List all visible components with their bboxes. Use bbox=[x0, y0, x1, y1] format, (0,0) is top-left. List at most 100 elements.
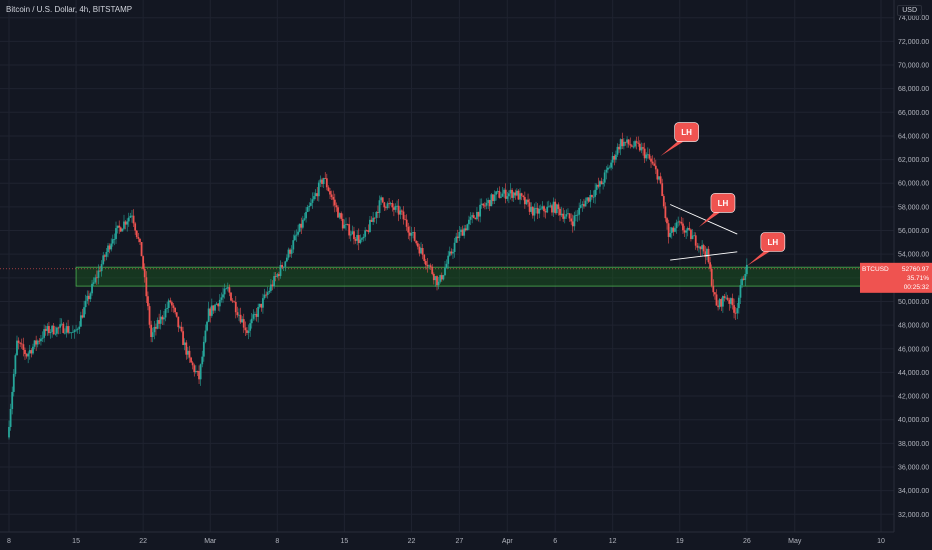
candle-body bbox=[333, 199, 336, 206]
candle-body bbox=[127, 217, 130, 222]
candle-body bbox=[174, 307, 176, 313]
candle-body bbox=[118, 225, 121, 228]
candle-body bbox=[190, 357, 192, 363]
candle-body bbox=[629, 144, 632, 146]
candle-body bbox=[348, 224, 351, 236]
callout-pointer bbox=[660, 141, 684, 157]
candle-body bbox=[646, 154, 649, 156]
candle-body bbox=[147, 296, 149, 307]
candle-body bbox=[507, 193, 510, 197]
candle-body bbox=[480, 203, 483, 205]
candle-body bbox=[726, 297, 729, 300]
candle-body bbox=[669, 233, 672, 237]
candle-body bbox=[105, 251, 108, 257]
candle-body bbox=[327, 187, 330, 192]
candle-body bbox=[702, 245, 705, 252]
candle-body bbox=[295, 234, 298, 236]
candle-body bbox=[99, 270, 101, 272]
support-zone bbox=[75, 266, 872, 287]
candle-body bbox=[423, 254, 426, 262]
candle-body bbox=[340, 213, 343, 219]
candle-body bbox=[20, 343, 23, 345]
candle-body bbox=[139, 238, 141, 243]
candle-body bbox=[155, 326, 157, 329]
candle-body bbox=[474, 218, 477, 220]
candle-body bbox=[316, 193, 319, 197]
candle-body bbox=[349, 234, 352, 236]
candle-body bbox=[392, 207, 395, 210]
candle-body bbox=[290, 249, 293, 254]
candle-body bbox=[482, 203, 485, 206]
candle-body bbox=[311, 199, 314, 203]
candle-body bbox=[233, 301, 236, 303]
candle-body bbox=[416, 243, 419, 247]
candle-body bbox=[741, 278, 743, 286]
candle-body bbox=[178, 326, 181, 328]
price-tick-label: 60,000.00 bbox=[898, 181, 929, 188]
candle-body bbox=[439, 275, 442, 282]
candle-body bbox=[92, 282, 95, 284]
time-tick-label: 26 bbox=[743, 538, 751, 545]
candle-body bbox=[533, 208, 536, 216]
price-tick-label: 62,000.00 bbox=[898, 157, 929, 164]
candle-body bbox=[365, 230, 368, 232]
callout-box bbox=[760, 232, 786, 252]
candle-body bbox=[60, 323, 63, 325]
candle-body bbox=[445, 263, 448, 268]
time-tick-label: 27 bbox=[455, 538, 463, 545]
candle-body bbox=[731, 298, 734, 306]
price-tick-label: 70,000.00 bbox=[898, 63, 929, 70]
candle-body bbox=[477, 211, 480, 217]
candle-body bbox=[602, 182, 605, 185]
candle-body bbox=[461, 229, 464, 236]
candle-body bbox=[81, 315, 84, 318]
candle-body bbox=[610, 162, 612, 168]
candle-body bbox=[712, 285, 715, 293]
candle-body bbox=[656, 169, 659, 180]
time-tick-label: 22 bbox=[408, 538, 416, 545]
candle-body bbox=[509, 189, 512, 194]
candle-body bbox=[225, 288, 228, 290]
candle-body bbox=[408, 232, 411, 236]
candle-body bbox=[263, 294, 266, 299]
price-axis[interactable]: 32,000.00 34,000.00 36,000.00 38,000.00 40,0… bbox=[860, 0, 932, 550]
candle-body bbox=[228, 287, 231, 293]
time-tick-label: 8 bbox=[275, 538, 279, 545]
candle-body bbox=[426, 264, 429, 267]
candle-body bbox=[466, 224, 469, 231]
candle-body bbox=[107, 245, 109, 252]
candle-body bbox=[273, 276, 276, 287]
candle-body bbox=[648, 154, 651, 159]
candle-body bbox=[476, 211, 478, 220]
candle-body bbox=[17, 340, 20, 343]
candle-body bbox=[528, 202, 531, 212]
candle-body bbox=[586, 197, 589, 201]
candle-body bbox=[158, 320, 161, 324]
candle-body bbox=[456, 236, 459, 239]
candle-body bbox=[73, 330, 76, 332]
candle-body bbox=[121, 228, 124, 232]
candle-body bbox=[472, 215, 475, 219]
candle-body bbox=[624, 141, 627, 143]
candle-body bbox=[410, 232, 413, 236]
candle-body bbox=[678, 221, 681, 223]
candle-body bbox=[552, 201, 555, 213]
candle-body bbox=[249, 323, 252, 331]
time-axis[interactable]: 8 15 22 Mar 8 15 22 27 Apr 6 12 19 26 May 10 bbox=[0, 531, 894, 545]
candle-body bbox=[605, 169, 608, 173]
candle-body bbox=[420, 248, 422, 254]
candle-body bbox=[169, 300, 172, 303]
triangle-upper-line bbox=[670, 204, 738, 235]
candle-body bbox=[573, 215, 576, 227]
candle-body bbox=[63, 332, 66, 334]
candle-body bbox=[305, 211, 307, 219]
candle-body bbox=[354, 239, 357, 241]
candle-body bbox=[218, 299, 221, 307]
currency-button[interactable]: USD bbox=[897, 5, 922, 16]
candle-body bbox=[230, 292, 232, 301]
candle-body bbox=[608, 167, 611, 169]
candle-body bbox=[113, 238, 116, 240]
candle-body bbox=[653, 163, 656, 166]
candle-body bbox=[559, 208, 561, 216]
